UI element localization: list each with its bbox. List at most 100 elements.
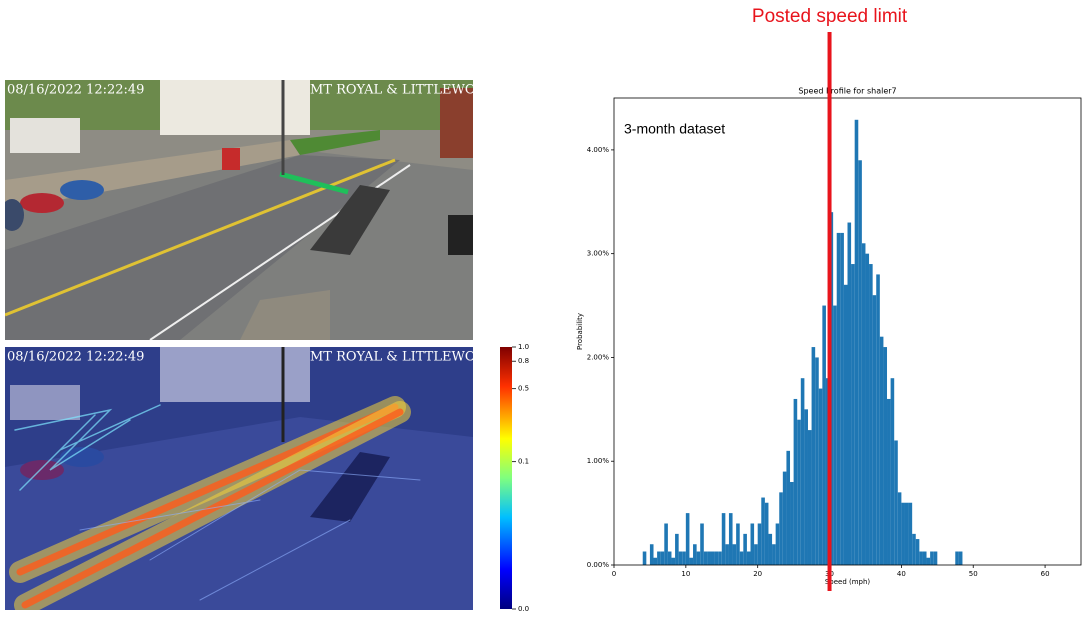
bar <box>927 558 931 565</box>
bar <box>930 552 934 565</box>
colorbar <box>500 347 512 609</box>
bar <box>898 492 902 565</box>
bar <box>751 523 755 565</box>
bar <box>876 274 880 565</box>
bar <box>776 523 780 565</box>
location-label: MT ROYAL & LITTLEWOOD <box>310 350 497 365</box>
camera-image <box>0 80 473 340</box>
heatmap-image <box>5 347 473 610</box>
bar <box>797 420 801 565</box>
bar <box>786 451 790 565</box>
bar <box>772 544 776 565</box>
bar <box>819 389 823 565</box>
y-tick-label: 3.00% <box>587 250 610 258</box>
bar <box>722 513 726 565</box>
bar <box>801 378 805 565</box>
bar <box>697 552 701 565</box>
bar <box>912 534 916 565</box>
bar <box>700 523 704 565</box>
bar <box>733 544 737 565</box>
bar <box>905 503 909 565</box>
x-tick-label: 50 <box>969 570 978 578</box>
bar <box>891 378 895 565</box>
bar <box>686 513 690 565</box>
bar <box>643 552 647 565</box>
bar <box>650 544 654 565</box>
bar <box>779 492 783 565</box>
bar <box>815 357 819 565</box>
bar <box>754 544 758 565</box>
bar <box>707 552 711 565</box>
x-tick-label: 20 <box>753 570 762 578</box>
bar <box>901 503 905 565</box>
bar <box>909 503 913 565</box>
colorbar-tick-label: 1.0 <box>518 343 529 351</box>
bar <box>783 472 787 565</box>
x-tick-label: 0 <box>612 570 616 578</box>
bar <box>862 243 866 565</box>
bar <box>880 337 884 565</box>
y-tick-label: 4.00% <box>587 146 610 154</box>
bar <box>654 558 658 565</box>
bar <box>679 552 683 565</box>
bar <box>661 552 665 565</box>
bar <box>919 552 923 565</box>
bar <box>715 552 719 565</box>
bar <box>768 534 772 565</box>
bar <box>758 523 762 565</box>
bar <box>794 399 798 565</box>
figure: 08/16/2022 12:22:49 MT ROYAL & LITTLEWOO… <box>0 0 1086 624</box>
bar <box>761 498 765 565</box>
bar <box>844 285 848 565</box>
bar <box>812 347 816 565</box>
bar <box>729 513 733 565</box>
bar <box>740 552 744 565</box>
bar <box>883 347 887 565</box>
location-label: MT ROYAL & LITTLEWOOD <box>310 83 497 98</box>
reference-label: Posted speed limit <box>752 6 908 27</box>
bar <box>743 534 747 565</box>
annotation: 3-month dataset <box>624 121 725 137</box>
colorbar-tick-label: 0.5 <box>518 385 529 393</box>
bar <box>837 233 841 565</box>
bar <box>804 409 808 565</box>
y-axis-label: Probability <box>576 313 584 350</box>
x-tick-label: 40 <box>897 570 906 578</box>
bar <box>704 552 708 565</box>
colorbar-tick-label: 0.0 <box>518 605 529 613</box>
bar <box>959 552 963 565</box>
bar <box>747 552 751 565</box>
bar <box>848 223 852 565</box>
bar <box>664 523 668 565</box>
bar <box>693 544 697 565</box>
bar <box>851 264 855 565</box>
bar <box>822 306 826 565</box>
chart-title: Speed Profile for shaler7 <box>798 87 896 96</box>
colorbar-tick-label: 0.8 <box>518 357 529 365</box>
bar <box>916 539 920 565</box>
bar <box>840 233 844 565</box>
bar <box>718 552 722 565</box>
bar <box>725 544 729 565</box>
bar <box>682 552 686 565</box>
bar <box>923 552 927 565</box>
bar <box>736 523 740 565</box>
bar <box>855 120 859 565</box>
bar <box>790 482 794 565</box>
bar <box>858 160 862 565</box>
y-tick-label: 1.00% <box>587 457 610 465</box>
bar <box>675 534 679 565</box>
bar <box>711 552 715 565</box>
bar <box>873 295 877 565</box>
bar <box>955 552 959 565</box>
x-axis-label: Speed (mph) <box>825 578 871 586</box>
bar <box>833 306 837 565</box>
colorbar-tick-label: 0.1 <box>518 458 529 466</box>
y-tick-label: 2.00% <box>587 353 610 361</box>
timestamp: 08/16/2022 12:22:49 <box>7 83 144 98</box>
bar <box>689 558 693 565</box>
timestamp: 08/16/2022 12:22:49 <box>7 350 144 365</box>
bar <box>668 552 672 565</box>
bar <box>765 503 769 565</box>
bar <box>865 254 869 565</box>
